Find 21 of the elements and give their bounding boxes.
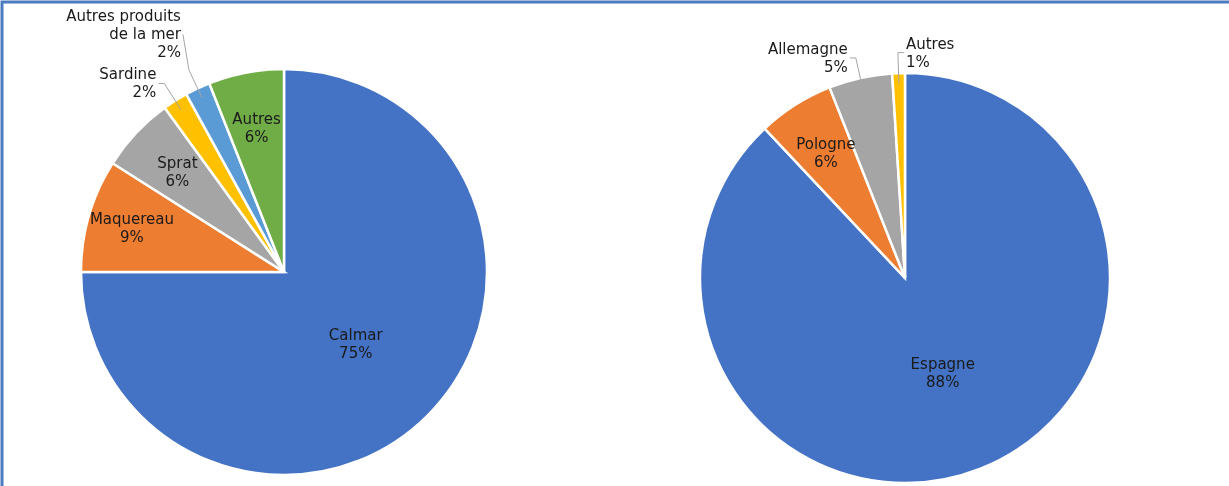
- pie-slice: [698, 71, 1112, 484]
- slice-label: Espagne: [910, 355, 975, 374]
- data-label: 2%: [157, 43, 181, 62]
- slice-label: Allemagne: [767, 39, 848, 58]
- pie-slice: [79, 67, 489, 477]
- slice-label: Autres: [232, 110, 282, 129]
- data-label: 1%: [905, 52, 930, 71]
- data-label: 88%: [926, 373, 960, 392]
- data-label: 6%: [244, 128, 269, 147]
- slice-label: Maquereau: [89, 209, 175, 228]
- data-label: 2%: [132, 83, 157, 102]
- data-label: 6%: [165, 171, 190, 190]
- slice-label: Sprat: [157, 153, 198, 172]
- slice-label: Autres produits de la mer: [66, 7, 182, 44]
- data-label: 5%: [824, 57, 848, 76]
- slice-label: Calmar: [328, 325, 384, 344]
- slice-label: Sardine: [99, 65, 157, 84]
- data-label: 6%: [814, 153, 838, 172]
- data-label: 75%: [339, 343, 373, 362]
- data-label: 9%: [120, 227, 144, 246]
- slice-label: Autres: [905, 34, 955, 53]
